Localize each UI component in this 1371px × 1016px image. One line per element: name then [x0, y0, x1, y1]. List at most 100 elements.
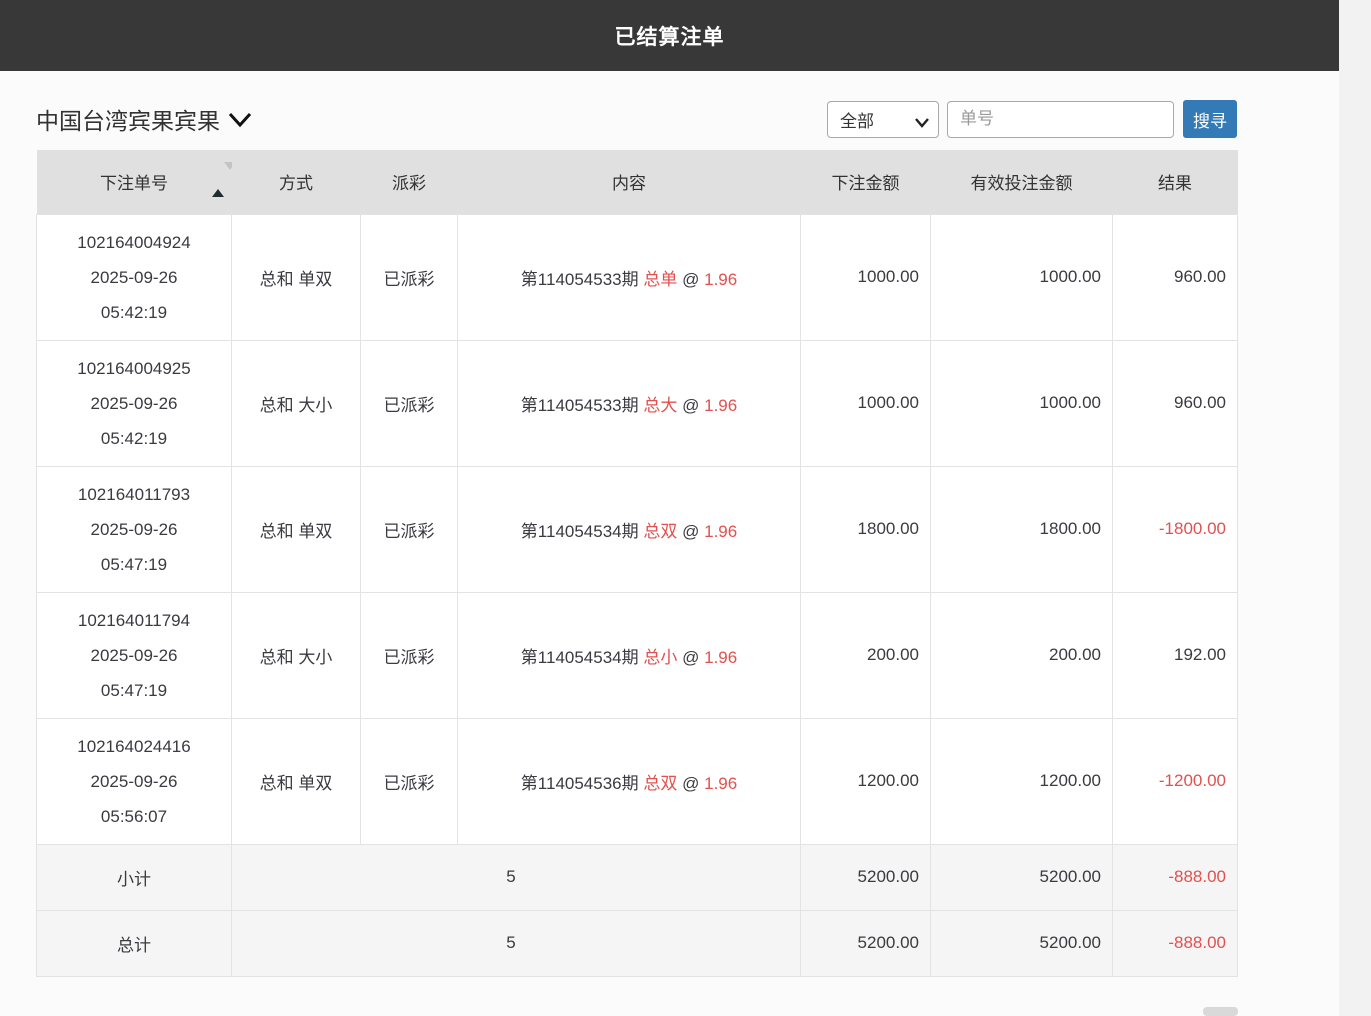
odds: 1.96: [704, 395, 738, 415]
bet-id: 102164024416: [77, 736, 191, 756]
summary-label: 总计: [36, 909, 232, 977]
topbar: 已结算注单: [0, 0, 1339, 71]
method-cell: 总和 大小: [231, 591, 361, 719]
bet-id-cell: 102164011793 2025-09-26 05:47:19: [36, 465, 232, 593]
page: 已结算注单 中国台湾宾果宾果 全部 搜寻 下注单号: [0, 0, 1339, 977]
bet-date: 2025-09-26: [90, 771, 178, 791]
bet-time: 05:47:19: [100, 554, 168, 574]
valid-amount-cell: 1000.00: [930, 339, 1113, 467]
table-row: 102164004925 2025-09-26 05:42:19 总和 大小 已…: [36, 339, 1238, 467]
period: 第114054534期: [520, 521, 639, 541]
column-header-content: 内容: [457, 150, 801, 214]
payout-cell: 已派彩: [360, 213, 458, 341]
bet-id-cell: 102164011794 2025-09-26 05:47:19: [36, 591, 232, 719]
summary-count: 5: [231, 909, 801, 977]
bet-time: 05:42:19: [100, 428, 168, 448]
result-cell: -1200.00: [1112, 717, 1238, 845]
at-sign: @: [682, 521, 700, 541]
table-row: 102164024416 2025-09-26 05:56:07 总和 单双 已…: [36, 717, 1238, 845]
method-cell: 总和 单双: [231, 717, 361, 845]
table-row: 102164011793 2025-09-26 05:47:19 总和 单双 已…: [36, 465, 1238, 593]
column-header-valid-amount: 有效投注金额: [930, 150, 1113, 214]
table-row: 102164004924 2025-09-26 05:42:19 总和 单双 已…: [36, 213, 1238, 341]
bet-amount-cell: 200.00: [800, 591, 931, 719]
summary-label: 小计: [36, 843, 232, 911]
pick: 总双: [643, 521, 678, 541]
bet-time: 05:42:19: [100, 302, 168, 322]
filter-select[interactable]: 全部: [827, 100, 939, 138]
total-row: 总计 5 5200.00 5200.00 -888.00: [36, 909, 1238, 977]
period: 第114054536期: [520, 773, 639, 793]
valid-amount-cell: 1200.00: [930, 717, 1113, 845]
valid-amount-cell: 1800.00: [930, 465, 1113, 593]
summary-bet-amount: 5200.00: [800, 909, 931, 977]
search-controls: 全部 搜寻: [827, 100, 1237, 138]
summary-result: -888.00: [1112, 843, 1238, 911]
method-cell: 总和 大小: [231, 339, 361, 467]
result-cell: -1800.00: [1112, 465, 1238, 593]
column-header-bet-id[interactable]: 下注单号: [36, 150, 236, 214]
at-sign: @: [682, 395, 700, 415]
bet-amount-cell: 1200.00: [800, 717, 931, 845]
bet-date: 2025-09-26: [90, 393, 178, 413]
at-sign: @: [682, 269, 700, 289]
odds: 1.96: [704, 521, 738, 541]
sort-arrows-icon[interactable]: [211, 162, 236, 197]
summary-valid-amount: 5200.00: [930, 909, 1113, 977]
payout-cell: 已派彩: [360, 465, 458, 593]
table-header-row: 下注单号 方式 派彩 内容 下注金额 有效投注金额 结果: [36, 150, 1238, 214]
column-header-bet-amount: 下注金额: [800, 150, 931, 214]
pick: 总单: [643, 269, 678, 289]
result-cell: 960.00: [1112, 339, 1238, 467]
bet-id-cell: 102164024416 2025-09-26 05:56:07: [36, 717, 232, 845]
bet-id-cell: 102164004925 2025-09-26 05:42:19: [36, 339, 232, 467]
pick: 总小: [643, 647, 678, 667]
content-cell: 第114054533期 总大 @ 1.96: [457, 339, 801, 467]
result-cell: 192.00: [1112, 591, 1238, 719]
column-header-result: 结果: [1112, 150, 1238, 214]
at-sign: @: [682, 773, 700, 793]
bet-id: 102164011794: [77, 610, 191, 630]
summary-count: 5: [231, 843, 801, 911]
content-cell: 第114054534期 总双 @ 1.96: [457, 465, 801, 593]
horizontal-scrollbar-thumb[interactable]: [1203, 1007, 1238, 1016]
odds: 1.96: [704, 269, 738, 289]
method-cell: 总和 单双: [231, 213, 361, 341]
bet-amount-cell: 1800.00: [800, 465, 931, 593]
chevron-down-icon: [915, 115, 929, 133]
bet-date: 2025-09-26: [90, 519, 178, 539]
lottery-selector[interactable]: 中国台湾宾果宾果: [36, 102, 252, 136]
at-sign: @: [682, 647, 700, 667]
valid-amount-cell: 200.00: [930, 591, 1113, 719]
sort-asc-icon: [211, 170, 224, 197]
toolbar: 中国台湾宾果宾果 全部 搜寻: [36, 100, 1237, 138]
summary-valid-amount: 5200.00: [930, 843, 1113, 911]
page-title: 已结算注单: [614, 25, 725, 49]
search-button[interactable]: 搜寻: [1183, 100, 1237, 138]
summary-result: -888.00: [1112, 909, 1238, 977]
subtotal-row: 小计 5 5200.00 5200.00 -888.00: [36, 843, 1238, 911]
content-cell: 第114054533期 总单 @ 1.96: [457, 213, 801, 341]
column-header-payout: 派彩: [360, 150, 458, 214]
table-row: 102164011794 2025-09-26 05:47:19 总和 大小 已…: [36, 591, 1238, 719]
valid-amount-cell: 1000.00: [930, 213, 1113, 341]
period: 第114054534期: [520, 647, 639, 667]
payout-cell: 已派彩: [360, 717, 458, 845]
period: 第114054533期: [520, 395, 639, 415]
bet-amount-cell: 1000.00: [800, 213, 931, 341]
result-cell: 960.00: [1112, 213, 1238, 341]
column-header-method: 方式: [231, 150, 361, 214]
content-cell: 第114054534期 总小 @ 1.96: [457, 591, 801, 719]
payout-cell: 已派彩: [360, 591, 458, 719]
bet-id: 102164004924: [77, 232, 191, 252]
bet-amount-cell: 1000.00: [800, 339, 931, 467]
bet-time: 05:47:19: [100, 680, 168, 700]
chevron-down-icon: [228, 112, 252, 133]
bet-time: 05:56:07: [100, 806, 168, 826]
summary-bet-amount: 5200.00: [800, 843, 931, 911]
bet-id-cell: 102164004924 2025-09-26 05:42:19: [36, 213, 232, 341]
odds: 1.96: [704, 773, 738, 793]
search-input[interactable]: [947, 100, 1174, 138]
method-cell: 总和 单双: [231, 465, 361, 593]
bet-date: 2025-09-26: [90, 645, 178, 665]
